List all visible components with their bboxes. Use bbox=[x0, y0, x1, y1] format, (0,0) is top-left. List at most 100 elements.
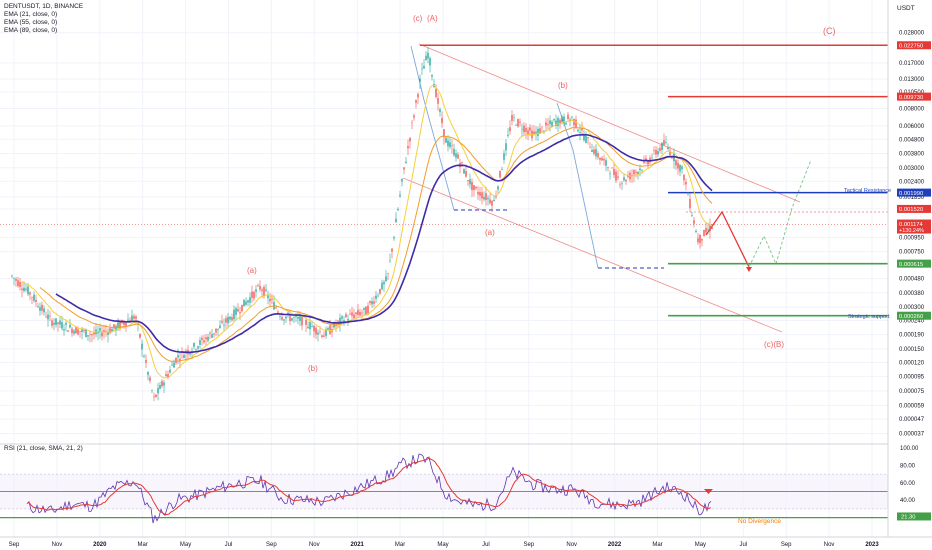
time-tick-label: Nov bbox=[824, 542, 835, 548]
candle-body bbox=[663, 140, 665, 145]
candle-body bbox=[411, 122, 413, 124]
candle-body bbox=[463, 169, 465, 174]
candle-body bbox=[633, 170, 635, 175]
candle-body bbox=[515, 125, 517, 126]
candle-body bbox=[667, 147, 669, 150]
time-axis[interactable]: Sep Nov 2020 Mar May Jul Sep Nov 2021 Mar May Jul Se… bbox=[0, 536, 932, 550]
candle-body bbox=[283, 319, 285, 321]
candle-body bbox=[679, 164, 681, 172]
candle-body bbox=[551, 121, 553, 127]
legend[interactable]: DENTUSDT, 1D, BINANCE EMA (21, close, 0)… bbox=[4, 3, 83, 35]
ema-55-legend[interactable]: EMA (55, close, 0) bbox=[4, 19, 58, 26]
price-tick-label: 0.003800 bbox=[899, 151, 925, 157]
candle-body bbox=[367, 305, 369, 314]
candle-body bbox=[701, 238, 703, 241]
candle-body bbox=[371, 301, 373, 305]
candle-body bbox=[511, 115, 513, 121]
candle-body bbox=[309, 322, 311, 330]
candle-body bbox=[497, 186, 499, 190]
candle-body bbox=[449, 142, 451, 148]
grid bbox=[0, 0, 888, 537]
candle-body bbox=[579, 131, 581, 133]
candle-body bbox=[549, 120, 551, 125]
candle-body bbox=[661, 142, 663, 150]
price-tick-label: 0.002400 bbox=[899, 179, 925, 185]
candle-body bbox=[675, 160, 677, 166]
candle-body bbox=[201, 337, 203, 340]
candle-body bbox=[59, 320, 61, 325]
candle-body bbox=[291, 318, 293, 321]
candle-body bbox=[109, 328, 111, 334]
candle-body bbox=[199, 340, 201, 345]
candle-body bbox=[691, 215, 693, 216]
price-tick-label: 0.013000 bbox=[899, 77, 925, 83]
candle-body bbox=[659, 148, 661, 151]
ema-89-legend[interactable]: EMA (89, close, 0) bbox=[4, 27, 58, 34]
candle-body bbox=[535, 131, 537, 134]
candle-body bbox=[399, 194, 401, 197]
candle-body bbox=[567, 114, 569, 119]
candle-body bbox=[703, 229, 705, 237]
candle-body bbox=[125, 323, 127, 327]
candle-body bbox=[47, 314, 49, 320]
candle-body bbox=[179, 358, 181, 361]
rsi-legend[interactable]: RSI (21, close, SMA, 21, 2) bbox=[4, 445, 83, 452]
candle-body bbox=[97, 331, 99, 334]
candle-body bbox=[45, 316, 47, 318]
symbol-title[interactable]: DENTUSDT, 1D, BINANCE bbox=[4, 3, 84, 10]
candle-body bbox=[655, 149, 657, 155]
candle-body bbox=[571, 116, 573, 118]
candle-body bbox=[141, 343, 143, 350]
time-tick-label: 2022 bbox=[608, 542, 622, 548]
candle-body bbox=[353, 314, 355, 319]
candle-body bbox=[13, 277, 15, 279]
price-tick-label: 0.000075 bbox=[899, 389, 925, 395]
candle-body bbox=[269, 298, 271, 302]
candle-body bbox=[621, 182, 623, 184]
candle-body bbox=[379, 288, 381, 294]
candle-body bbox=[613, 168, 615, 176]
price-tick-label: 0.000190 bbox=[899, 333, 925, 339]
candle-body bbox=[73, 330, 75, 334]
candle-body bbox=[15, 279, 17, 281]
candle-body bbox=[287, 312, 289, 314]
candle-body bbox=[357, 309, 359, 315]
price-tick-label: 0.003000 bbox=[899, 166, 925, 172]
candle-body bbox=[403, 167, 405, 170]
price-axis[interactable]: 0.0280000.0170000.0130000.0105000.008000… bbox=[887, 0, 932, 550]
candle-body bbox=[355, 312, 357, 315]
candle-body bbox=[651, 157, 653, 159]
candle-body bbox=[79, 331, 81, 332]
level-tag-text: 0.000615 bbox=[899, 262, 923, 268]
candle-body bbox=[133, 316, 135, 319]
candle-body bbox=[477, 191, 479, 195]
ema-21-line bbox=[21, 84, 713, 379]
candle-body bbox=[61, 322, 63, 329]
candle-body bbox=[207, 336, 209, 341]
candle-body bbox=[85, 329, 87, 337]
candle-body bbox=[553, 119, 555, 121]
candle-body bbox=[665, 141, 667, 143]
candle-body bbox=[619, 184, 621, 186]
candle-body bbox=[265, 289, 267, 291]
candle-body bbox=[479, 192, 481, 196]
time-tick-label: Jul bbox=[739, 542, 747, 548]
candle-body bbox=[421, 68, 423, 70]
candle-body bbox=[103, 329, 105, 333]
candle-body bbox=[263, 286, 265, 297]
candle-body bbox=[345, 314, 347, 318]
candle-body bbox=[323, 335, 325, 337]
candle-body bbox=[541, 126, 543, 128]
candle-body bbox=[501, 169, 503, 170]
candle-body bbox=[469, 179, 471, 185]
candle-body bbox=[233, 309, 235, 320]
candle-body bbox=[605, 160, 607, 166]
ema-21-legend[interactable]: EMA (21, close, 0) bbox=[4, 11, 58, 18]
candle-body bbox=[203, 340, 205, 343]
current-change-text: +130.24% bbox=[899, 228, 924, 234]
time-tick-label: Mar bbox=[395, 542, 405, 548]
price-tick-label: 0.000059 bbox=[899, 403, 925, 409]
price-tick-label: 0.000095 bbox=[899, 375, 925, 381]
candle-body bbox=[683, 174, 685, 181]
